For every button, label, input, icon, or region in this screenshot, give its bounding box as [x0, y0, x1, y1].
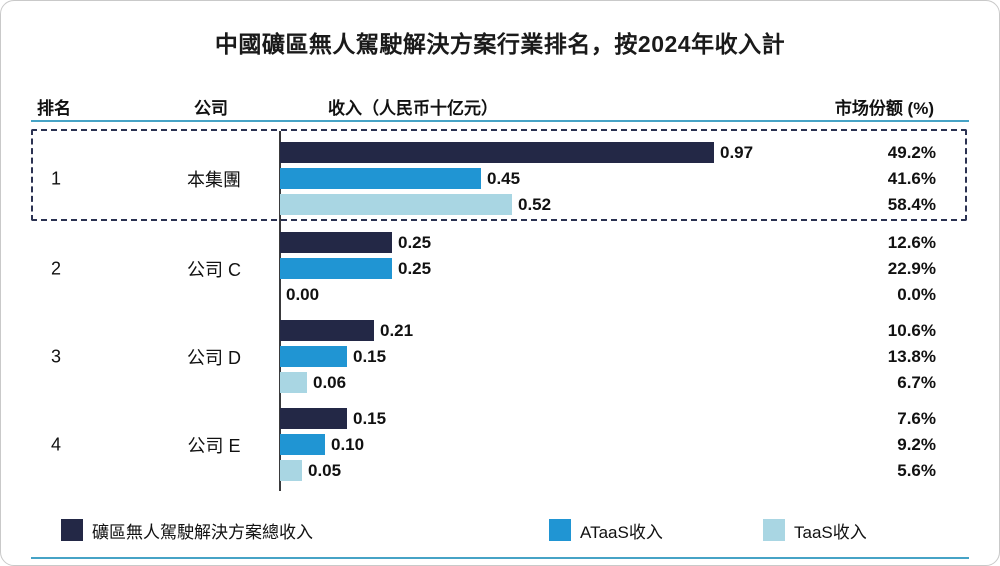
- company-name: 公司 C: [187, 259, 241, 280]
- total-revenue-bar: [280, 408, 347, 429]
- bar-group-line: 0.05: [280, 460, 341, 481]
- total-revenue-bar: [280, 232, 392, 253]
- bar-group-line: 0.52: [280, 194, 551, 215]
- taas-revenue-bar: [280, 460, 302, 481]
- market-share-value: 49.2%: [887, 143, 936, 162]
- market-share-value: 5.6%: [897, 461, 936, 480]
- ataas-revenue-bar: [280, 346, 347, 367]
- market-share-value: 41.6%: [887, 169, 936, 188]
- bar-value-label: 0.06: [313, 372, 347, 392]
- total-revenue-bar: [280, 320, 374, 341]
- rank-value: 1: [50, 168, 61, 188]
- bar-group-line: 0.10: [280, 434, 364, 455]
- rank-value: 3: [50, 346, 61, 366]
- legend-swatch-total: [61, 519, 83, 541]
- table-row: 3 公司 D 0.21 0.15 0.06 10.6% 13.8% 6.7%: [31, 320, 969, 393]
- total-revenue-bar: [280, 142, 714, 163]
- market-share-value: 0.0%: [897, 285, 936, 304]
- bar-group-line: 0.45: [280, 168, 520, 189]
- bar-group-line: 0.97: [280, 142, 753, 163]
- bar-group-line: 0.00: [280, 284, 319, 305]
- legend-item-total: 礦區無人駕駛解決方案總收入: [61, 518, 313, 542]
- column-header-rank: 排名: [37, 99, 71, 118]
- market-share-value: 22.9%: [887, 259, 936, 278]
- market-share-value: 13.8%: [887, 347, 936, 366]
- bar-value-label: 0.25: [398, 232, 432, 252]
- ataas-revenue-bar: [280, 434, 325, 455]
- bar-group-line: 0.06: [280, 372, 346, 393]
- bar-group-line: 0.25: [280, 258, 431, 279]
- legend-swatch-taas: [763, 519, 785, 541]
- column-header-company: 公司: [194, 99, 228, 118]
- market-share-value: 58.4%: [887, 195, 936, 214]
- market-share-value: 10.6%: [887, 321, 936, 340]
- company-name: 公司 E: [187, 435, 241, 456]
- legend-item-taas: TaaS收入: [763, 518, 867, 542]
- chart-axis-line: [279, 131, 281, 491]
- bar-value-label: 0.52: [518, 194, 552, 214]
- ataas-revenue-bar: [280, 258, 392, 279]
- table-row: 4 公司 E 0.15 0.10 0.05 7.6% 9.2% 5.6%: [31, 408, 969, 481]
- taas-revenue-bar: [280, 372, 307, 393]
- legend-label-total: 礦區無人駕駛解決方案總收入: [92, 522, 313, 542]
- page-title: 中國礦區無人駕駛解決方案行業排名，按2024年收入計: [214, 31, 786, 57]
- table-row: 1 本集團 0.97 0.45 0.52 49.2% 41.6% 58.4%: [31, 142, 969, 215]
- bar-group-line: 0.15: [280, 408, 386, 429]
- market-share-value: 9.2%: [897, 435, 936, 454]
- table-row: 2 公司 C 0.25 0.25 0.00 12.6% 22.9% 0.0%: [31, 232, 969, 305]
- bar-value-label: 0.97: [720, 142, 754, 162]
- market-share-value: 12.6%: [887, 233, 936, 252]
- column-header-revenue: 收入（人民币十亿元）: [328, 99, 498, 118]
- highlight-dashed-box: [31, 129, 967, 221]
- bar-value-label: 0.25: [398, 258, 432, 278]
- bar-value-label: 0.15: [353, 346, 387, 366]
- bar-value-label: 0.10: [331, 434, 365, 454]
- legend-label-taas: TaaS收入: [794, 522, 867, 542]
- legend-item-ataas: ATaaS收入: [549, 518, 663, 542]
- column-header-share: 市场份额 (%): [834, 99, 934, 118]
- market-share-value: 7.6%: [897, 409, 936, 428]
- bar-value-label: 0.05: [308, 460, 342, 480]
- market-share-value: 6.7%: [897, 373, 936, 392]
- bar-value-label: 0.15: [353, 408, 387, 428]
- header-divider: [31, 120, 969, 122]
- bar-group-line: 0.25: [280, 232, 431, 253]
- bar-value-label: 0.21: [380, 320, 414, 340]
- chart-legend: 礦區無人駕駛解決方案總收入 ATaaS收入 TaaS收入: [31, 518, 969, 542]
- company-name: 本集團: [187, 169, 241, 190]
- bar-value-label: 0.00: [286, 284, 320, 304]
- rank-value: 2: [50, 258, 61, 278]
- legend-swatch-ataas: [549, 519, 571, 541]
- bar-value-label: 0.45: [487, 168, 521, 188]
- ataas-revenue-bar: [280, 168, 481, 189]
- bar-group-line: 0.15: [280, 346, 386, 367]
- footer-divider: [31, 557, 969, 559]
- legend-label-ataas: ATaaS收入: [580, 522, 663, 542]
- bar-group-line: 0.21: [280, 320, 413, 341]
- company-name: 公司 D: [187, 347, 241, 368]
- rank-value: 4: [50, 434, 61, 454]
- taas-revenue-bar: [280, 194, 512, 215]
